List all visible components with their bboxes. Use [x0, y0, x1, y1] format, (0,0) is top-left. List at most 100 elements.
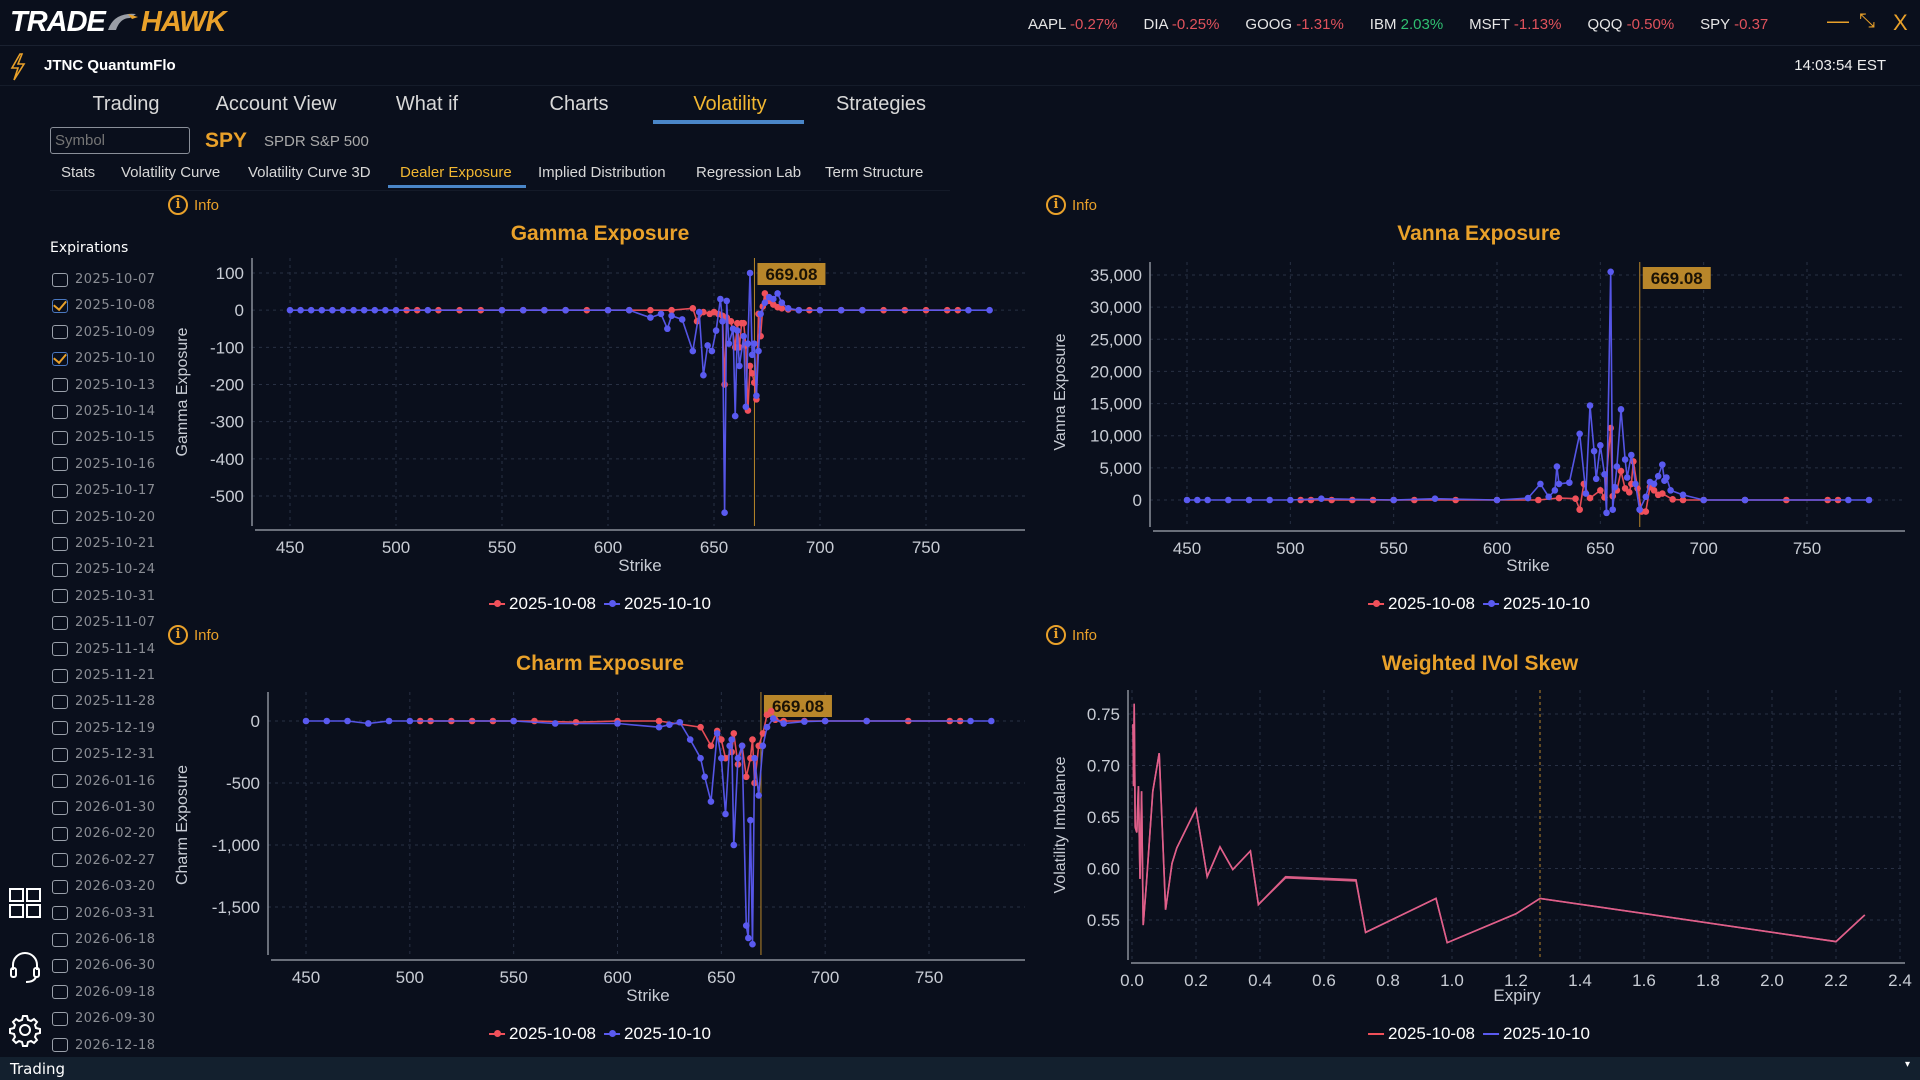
- tab-what-if[interactable]: What if: [395, 93, 459, 115]
- minimize-button[interactable]: —: [1827, 8, 1849, 33]
- expiration-checkbox-item[interactable]: 2025-10-20: [52, 510, 156, 525]
- subtab-stats[interactable]: Stats: [61, 164, 96, 181]
- checkbox[interactable]: [52, 1011, 68, 1026]
- tab-volatility[interactable]: Volatility: [693, 93, 767, 115]
- legend-item[interactable]: 2025-10-08: [1368, 594, 1475, 614]
- checkbox[interactable]: [52, 615, 68, 630]
- expiration-checkbox-item[interactable]: 2025-12-31: [52, 747, 156, 762]
- close-button[interactable]: X: [1893, 10, 1908, 35]
- checkbox[interactable]: [52, 298, 68, 313]
- legend-item[interactable]: 2025-10-10: [1483, 594, 1590, 614]
- vanna-info-button[interactable]: i Info: [1046, 195, 1097, 215]
- expiration-checkbox-item[interactable]: 2025-10-13: [52, 378, 156, 393]
- expiration-checkbox-item[interactable]: 2026-01-30: [52, 800, 156, 815]
- checkbox[interactable]: [52, 536, 68, 551]
- settings-gear-icon[interactable]: [8, 1013, 42, 1047]
- gamma-info-button[interactable]: i Info: [168, 195, 219, 215]
- checkbox[interactable]: [52, 774, 68, 789]
- checkbox[interactable]: [52, 378, 68, 393]
- ticker-item[interactable]: GOOG -1.31%: [1245, 16, 1343, 33]
- checkbox[interactable]: [52, 747, 68, 762]
- checkbox[interactable]: [52, 958, 68, 973]
- checkbox[interactable]: [52, 404, 68, 419]
- checkbox[interactable]: [52, 721, 68, 736]
- expiration-checkbox-item[interactable]: 2026-01-16: [52, 774, 156, 789]
- expiration-checkbox-item[interactable]: 2025-10-10: [52, 351, 156, 366]
- subtab-dealer-exposure[interactable]: Dealer Exposure: [400, 164, 512, 181]
- expiration-checkbox-item[interactable]: 2025-10-07: [52, 272, 156, 287]
- expiration-checkbox-item[interactable]: 2025-12-19: [52, 721, 156, 736]
- checkbox[interactable]: [52, 589, 68, 604]
- status-dropdown-icon[interactable]: ▾: [1904, 1059, 1910, 1070]
- checkbox[interactable]: [52, 853, 68, 868]
- tab-charts[interactable]: Charts: [549, 93, 609, 115]
- checkbox[interactable]: [52, 562, 68, 577]
- symbol-input[interactable]: [50, 127, 190, 154]
- legend-item[interactable]: 2025-10-10: [1483, 1024, 1590, 1044]
- expiration-checkbox-item[interactable]: 2026-03-31: [52, 906, 156, 921]
- checkbox[interactable]: [52, 668, 68, 683]
- checkbox[interactable]: [52, 879, 68, 894]
- expiration-checkbox-item[interactable]: 2025-11-07: [52, 615, 156, 630]
- expiration-checkbox-item[interactable]: 2026-06-30: [52, 958, 156, 973]
- expiration-checkbox-item[interactable]: 2025-11-14: [52, 642, 156, 657]
- checkbox[interactable]: [52, 430, 68, 445]
- expiration-checkbox-item[interactable]: 2025-10-08: [52, 298, 156, 313]
- checkbox[interactable]: [52, 325, 68, 340]
- headset-support-icon[interactable]: [8, 950, 42, 984]
- tab-strategies[interactable]: Strategies: [835, 93, 927, 115]
- subtab-volatility-curve-3d[interactable]: Volatility Curve 3D: [248, 164, 371, 181]
- checkbox[interactable]: [52, 642, 68, 657]
- subtab-term-structure[interactable]: Term Structure: [825, 164, 924, 181]
- layout-grid-icon[interactable]: [8, 886, 42, 920]
- expiration-checkbox-item[interactable]: 2025-10-09: [52, 325, 156, 340]
- expiration-checkbox-item[interactable]: 2026-09-18: [52, 985, 156, 1000]
- subtab-implied-distribution[interactable]: Implied Distribution: [538, 164, 666, 181]
- expiration-checkbox-item[interactable]: 2026-02-27: [52, 853, 156, 868]
- expiration-checkbox-item[interactable]: 2025-10-31: [52, 589, 156, 604]
- legend-item[interactable]: 2025-10-10: [604, 594, 711, 614]
- ticker-item[interactable]: IBM 2.03%: [1370, 16, 1443, 33]
- checkbox[interactable]: [52, 985, 68, 1000]
- checkbox[interactable]: [52, 800, 68, 815]
- legend-item[interactable]: 2025-10-08: [489, 594, 596, 614]
- legend-item[interactable]: 2025-10-08: [489, 1024, 596, 1044]
- expiration-checkbox-item[interactable]: 2025-10-15: [52, 430, 156, 445]
- legend-item[interactable]: 2025-10-08: [1368, 1024, 1475, 1044]
- ticker-item[interactable]: AAPL -0.27%: [1028, 16, 1118, 33]
- subtab-volatility-curve[interactable]: Volatility Curve: [121, 164, 221, 181]
- expiration-checkbox-item[interactable]: 2025-10-24: [52, 562, 156, 577]
- ticker-item[interactable]: MSFT -1.13%: [1469, 16, 1561, 33]
- expiration-checkbox-item[interactable]: 2026-02-20: [52, 826, 156, 841]
- expiration-checkbox-item[interactable]: 2025-10-16: [52, 457, 156, 472]
- expiration-checkbox-item[interactable]: 2025-10-21: [52, 536, 156, 551]
- checkbox[interactable]: [52, 694, 68, 709]
- expiration-checkbox-item[interactable]: 2025-10-14: [52, 404, 156, 419]
- charm-info-button[interactable]: i Info: [168, 625, 219, 645]
- checkbox[interactable]: [52, 826, 68, 841]
- expiration-checkbox-item[interactable]: 2026-03-20: [52, 879, 156, 894]
- expiration-checkbox-item[interactable]: 2026-06-18: [52, 932, 156, 947]
- expiration-checkbox-item[interactable]: 2025-11-21: [52, 668, 156, 683]
- checkbox[interactable]: [52, 906, 68, 921]
- legend-item[interactable]: 2025-10-10: [604, 1024, 711, 1044]
- expiration-checkbox-item[interactable]: 2025-11-28: [52, 694, 156, 709]
- expiration-checkbox-item[interactable]: 2026-12-18: [52, 1038, 156, 1053]
- restore-button[interactable]: ⤡: [1859, 10, 1875, 32]
- skew-info-button[interactable]: i Info: [1046, 625, 1097, 645]
- expiration-checkbox-item[interactable]: 2025-10-17: [52, 483, 156, 498]
- subtab-regression-lab[interactable]: Regression Lab: [696, 164, 802, 181]
- ticker-item[interactable]: DIA -0.25%: [1144, 16, 1220, 33]
- expiration-checkbox-item[interactable]: 2026-09-30: [52, 1011, 156, 1026]
- tab-trading[interactable]: Trading: [92, 93, 160, 115]
- tab-account-view[interactable]: Account View: [215, 93, 337, 115]
- checkbox[interactable]: [52, 272, 68, 287]
- ticker-item[interactable]: SPY -0.37: [1700, 16, 1768, 33]
- checkbox[interactable]: [52, 510, 68, 525]
- checkbox[interactable]: [52, 483, 68, 498]
- ticker-item[interactable]: QQQ -0.50%: [1587, 16, 1674, 33]
- checkbox[interactable]: [52, 932, 68, 947]
- checkbox[interactable]: [52, 457, 68, 472]
- checkbox[interactable]: [52, 1038, 68, 1053]
- checkbox[interactable]: [52, 351, 68, 366]
